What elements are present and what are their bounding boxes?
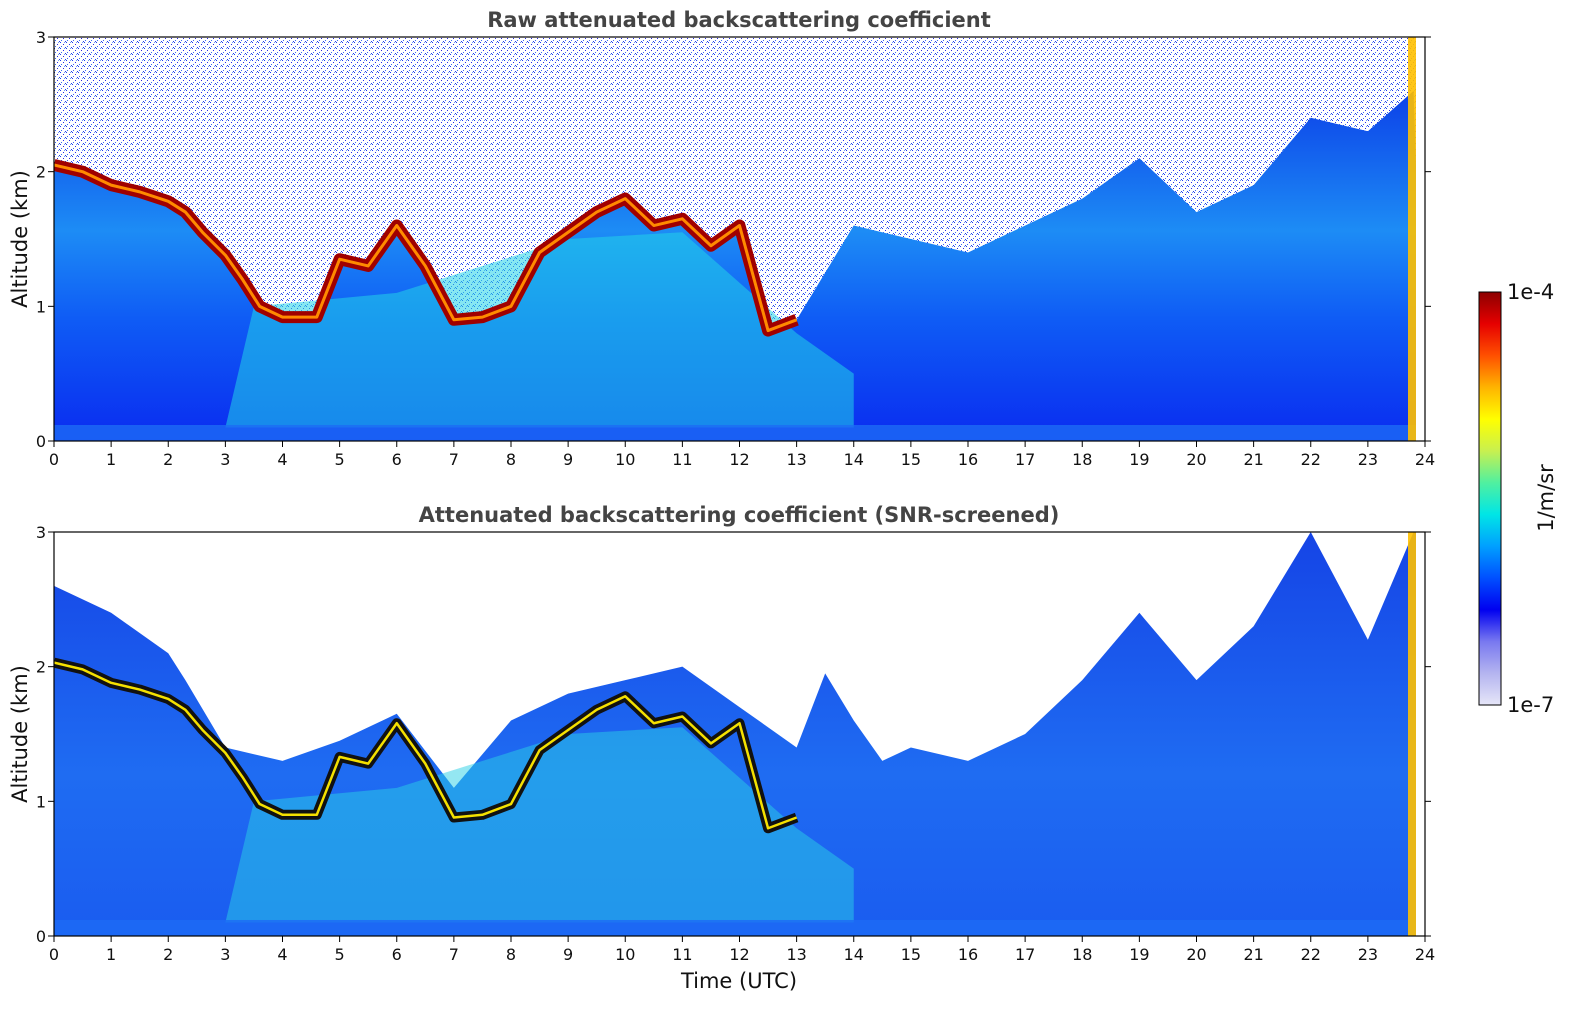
x-tick-label: 6 [392, 450, 402, 469]
x-tick-label: 11 [672, 945, 692, 964]
y-tick-label: 1 [36, 297, 46, 316]
x-tick-label: 9 [563, 450, 573, 469]
y-tick-label: 2 [36, 658, 46, 677]
x-tick-label: 0 [49, 945, 59, 964]
y-tick-label: 0 [36, 432, 46, 451]
x-tick-label: 20 [1186, 450, 1206, 469]
y-tick-label: 0 [36, 927, 46, 946]
y-tick-label: 3 [36, 523, 46, 542]
y-axis-label: Altitude (km) [8, 170, 32, 308]
x-tick-label: 14 [844, 450, 864, 469]
surface-layer [54, 425, 1425, 441]
colorbar-frame [1478, 291, 1502, 706]
y-tick-label: 1 [36, 792, 46, 811]
x-tick-label: 22 [1301, 450, 1321, 469]
x-tick-label: 10 [615, 450, 635, 469]
x-tick-label: 23 [1358, 450, 1378, 469]
x-tick-label: 0 [49, 450, 59, 469]
precipitation-column [1408, 37, 1416, 441]
colorbar-min-label: 1e-7 [1507, 693, 1554, 717]
y-axis-raw: 0 1 2 3 [36, 28, 1431, 451]
cloud-layer-edge [54, 163, 798, 333]
x-tick-label: 7 [449, 450, 459, 469]
x-tick-label: 15 [901, 450, 921, 469]
x-axis-raw: 0 1 2 3 4 5 6 7 8 9 10 11 12 13 14 15 16 17 18 19 20 21 22 23 24 [49, 441, 1435, 469]
x-tick-label: 23 [1358, 945, 1378, 964]
x-tick-label: 13 [786, 450, 806, 469]
x-axis-screened: 0 1 2 3 4 5 6 7 8 9 10 11 12 13 14 15 16 17 18 19 20 21 22 23 24 [49, 936, 1435, 964]
x-tick-label: 11 [672, 450, 692, 469]
x-tick-label: 3 [220, 945, 230, 964]
x-tick-label: 10 [615, 945, 635, 964]
x-tick-label: 24 [1415, 945, 1435, 964]
heatmap-screened [54, 532, 1425, 936]
y-axis-label: Altitude (km) [8, 665, 32, 803]
surface-layer [54, 920, 1425, 936]
x-tick-label: 1 [106, 945, 116, 964]
x-axis-label: Time (UTC) [680, 969, 797, 993]
x-tick-label: 8 [506, 450, 516, 469]
aerosol-layer [225, 727, 854, 923]
x-tick-label: 1 [106, 450, 116, 469]
x-tick-label: 19 [1129, 450, 1149, 469]
x-tick-label: 24 [1415, 450, 1435, 469]
y-tick-label: 3 [36, 28, 46, 47]
colorbar-gradient [1479, 292, 1501, 705]
x-tick-label: 2 [163, 450, 173, 469]
x-tick-label: 12 [729, 450, 749, 469]
chart-title: Attenuated backscattering coefficient (S… [419, 503, 1060, 527]
no-data-column [1416, 532, 1425, 936]
panel-raw: Raw attenuated backscattering coefficien… [8, 8, 1435, 469]
x-tick-label: 17 [1015, 450, 1035, 469]
x-tick-label: 4 [277, 945, 287, 964]
cloud-layer-edge [54, 661, 798, 830]
x-tick-label: 14 [844, 945, 864, 964]
x-tick-label: 22 [1301, 945, 1321, 964]
colorbar: 1e-4 1e-7 1/m/sr [1478, 280, 1558, 717]
x-tick-label: 9 [563, 945, 573, 964]
precipitation-column [1408, 532, 1416, 936]
y-tick-label: 2 [36, 163, 46, 182]
x-tick-label: 16 [958, 450, 978, 469]
x-tick-label: 18 [1072, 945, 1092, 964]
x-tick-label: 6 [392, 945, 402, 964]
x-tick-label: 2 [163, 945, 173, 964]
x-tick-label: 5 [335, 450, 345, 469]
x-tick-label: 5 [335, 945, 345, 964]
y-axis-screened: 0 1 2 3 [36, 523, 1431, 946]
x-tick-label: 8 [506, 945, 516, 964]
x-tick-label: 4 [277, 450, 287, 469]
colorbar-max-label: 1e-4 [1507, 280, 1554, 304]
x-tick-label: 17 [1015, 945, 1035, 964]
no-data-column [1416, 37, 1425, 441]
x-tick-label: 12 [729, 945, 749, 964]
x-tick-label: 15 [901, 945, 921, 964]
x-tick-label: 13 [786, 945, 806, 964]
x-tick-label: 20 [1186, 945, 1206, 964]
x-tick-label: 21 [1243, 945, 1263, 964]
aerosol-layer [225, 232, 854, 428]
x-tick-label: 21 [1243, 450, 1263, 469]
x-tick-label: 18 [1072, 450, 1092, 469]
heatmap-raw [54, 37, 1425, 441]
x-tick-label: 19 [1129, 945, 1149, 964]
x-tick-label: 3 [220, 450, 230, 469]
panel-screened: Attenuated backscattering coefficient (S… [8, 503, 1435, 993]
colorbar-label: 1/m/sr [1534, 464, 1558, 532]
x-tick-label: 16 [958, 945, 978, 964]
x-tick-label: 7 [449, 945, 459, 964]
chart-title: Raw attenuated backscattering coefficien… [487, 8, 991, 32]
